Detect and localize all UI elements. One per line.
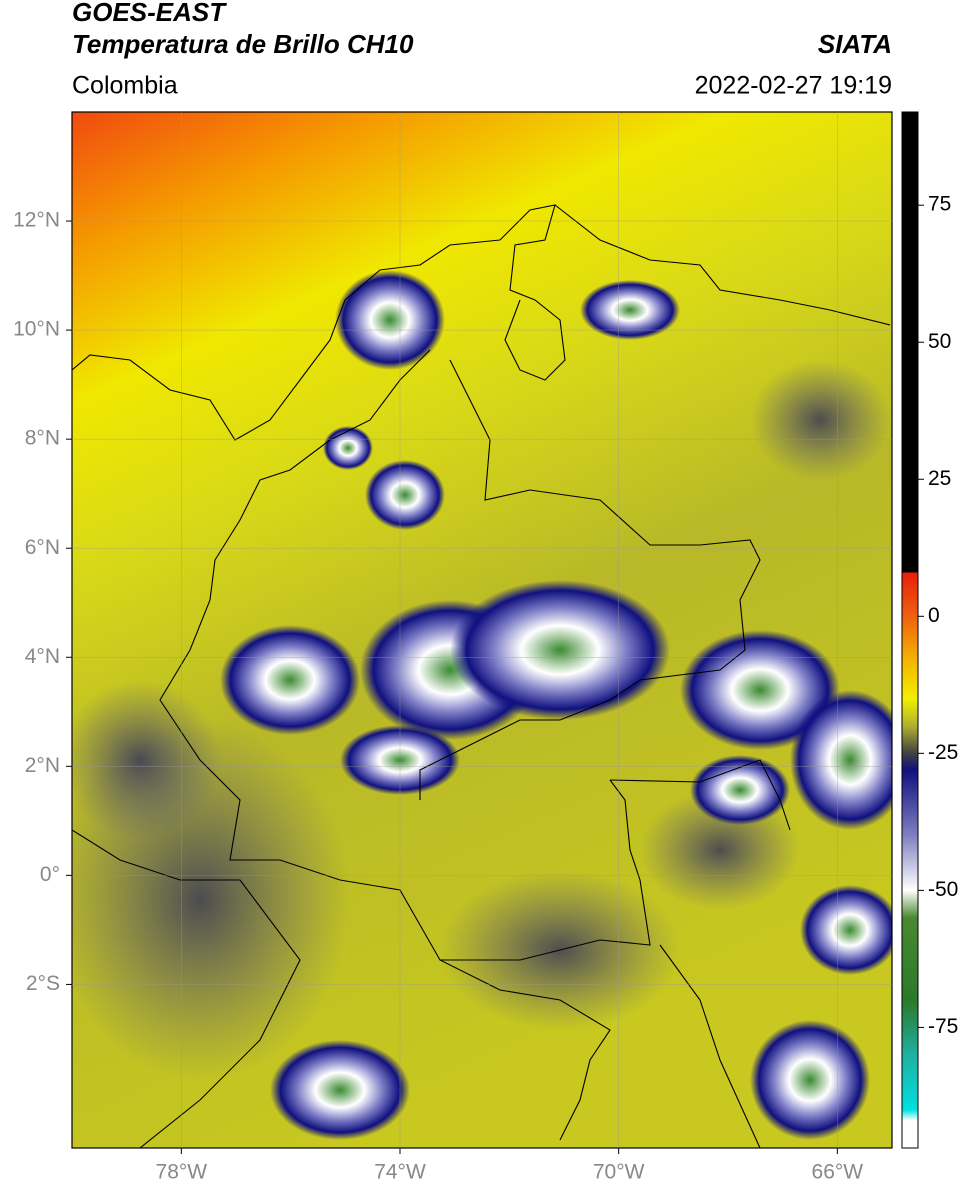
x-tick-label: 70°W <box>593 1161 645 1184</box>
satellite-image <box>72 112 892 1148</box>
y-tick-label: 4°N <box>25 645 60 668</box>
colorbar-tick-label: 50 <box>928 330 951 353</box>
datetime: 2022-02-27 19:19 <box>695 72 892 100</box>
subtitle: Temperatura de Brillo CH10 <box>72 29 414 59</box>
region: Colombia <box>72 72 178 100</box>
colorbar-tick-label: 0 <box>928 604 940 627</box>
source: SIATA <box>818 29 892 59</box>
x-tick-label: 78°W <box>156 1161 208 1184</box>
y-tick-label: 2°S <box>26 972 60 995</box>
colorbar-tick-label: -75 <box>928 1015 958 1038</box>
y-tick-label: 10°N <box>13 318 60 341</box>
colorbar-tick-label: -50 <box>928 878 958 901</box>
x-tick-label: 66°W <box>812 1161 864 1184</box>
colorbar-tick-label: 75 <box>928 193 951 216</box>
y-tick-label: 0° <box>40 863 60 886</box>
y-tick-label: 2°N <box>25 754 60 777</box>
x-tick-label: 74°W <box>374 1161 426 1184</box>
y-tick-label: 8°N <box>25 427 60 450</box>
y-tick-label: 6°N <box>25 536 60 559</box>
map-frame <box>71 111 893 1149</box>
colorbar-tick-label: -25 <box>928 741 958 764</box>
colorbar-tick-label: 25 <box>928 467 951 490</box>
y-tick-label: 12°N <box>13 209 60 232</box>
colorbar <box>901 111 919 1149</box>
title: GOES-EAST <box>72 0 227 27</box>
